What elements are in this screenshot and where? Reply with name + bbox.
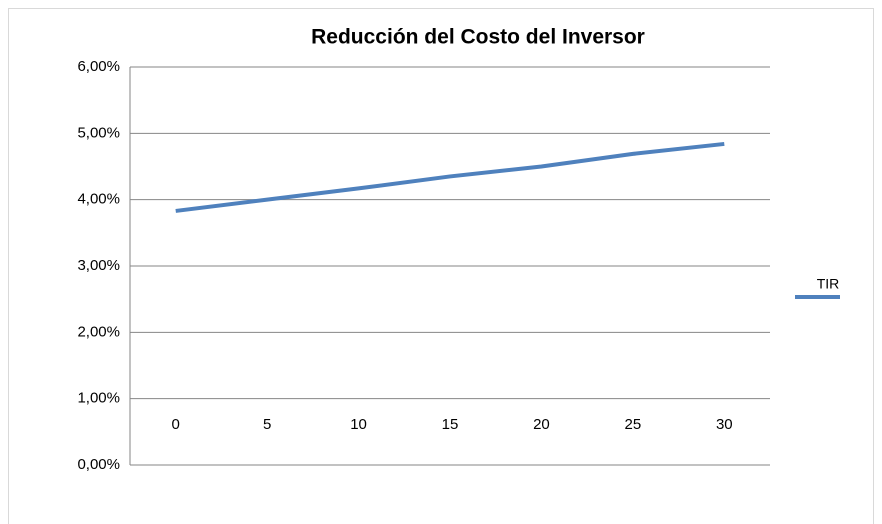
x-tick-label: 0 bbox=[172, 416, 180, 433]
x-tick-label: 5 bbox=[263, 416, 271, 433]
x-tick-label: 10 bbox=[350, 416, 367, 433]
x-tick-label: 20 bbox=[533, 416, 550, 433]
legend-label: TIR bbox=[817, 276, 840, 292]
x-tick-label: 30 bbox=[716, 416, 733, 433]
x-tick-label: 15 bbox=[442, 416, 459, 433]
y-tick-label: 6,00% bbox=[77, 58, 120, 75]
y-tick-label: 0,00% bbox=[77, 456, 120, 473]
y-tick-label: 1,00% bbox=[77, 390, 120, 407]
chart-title: Reducción del Costo del Inversor bbox=[311, 26, 645, 49]
x-tick-label: 25 bbox=[625, 416, 642, 433]
y-tick-label: 4,00% bbox=[77, 191, 120, 208]
y-tick-label: 2,00% bbox=[77, 323, 120, 340]
data-line bbox=[175, 141, 725, 213]
y-tick-label: 3,00% bbox=[77, 257, 120, 274]
y-tick-label: 5,00% bbox=[77, 124, 120, 141]
